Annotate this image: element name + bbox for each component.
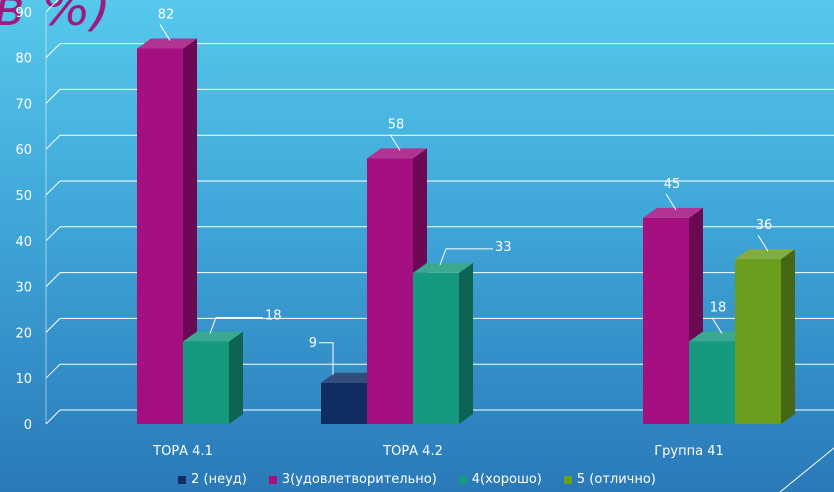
- y-tick-label: 30: [15, 281, 32, 296]
- legend-swatch: [459, 476, 467, 484]
- legend-item: 4(хорошо): [459, 472, 542, 487]
- y-tick-label: 40: [15, 235, 32, 250]
- y-tick-label: 50: [15, 189, 32, 204]
- legend-swatch: [269, 476, 277, 484]
- bar: [321, 383, 367, 424]
- bar: [137, 48, 183, 424]
- bar: [735, 259, 781, 424]
- y-tick-label: 20: [15, 326, 32, 341]
- data-label-leader: [210, 318, 263, 334]
- legend-swatch: [178, 476, 186, 484]
- gridline-depth: [46, 227, 60, 241]
- data-label-leader: [666, 194, 676, 210]
- data-label: 82: [158, 7, 175, 22]
- bar: [183, 342, 229, 424]
- x-category-label: ТОРА 4.2: [382, 444, 443, 459]
- y-tick-label: 10: [15, 372, 32, 387]
- bar: [689, 342, 735, 424]
- x-category-label: ТОРА 4.1: [152, 444, 213, 459]
- legend-item: 2 (неуд): [178, 472, 247, 487]
- legend-item: 5 (отлично): [564, 472, 656, 487]
- data-label: 18: [710, 301, 727, 316]
- data-label: 36: [756, 218, 773, 233]
- bar: [367, 158, 413, 424]
- data-label: 58: [388, 117, 405, 132]
- y-tick-label: 70: [15, 97, 32, 112]
- bar-side: [781, 249, 795, 424]
- gridline-depth: [46, 318, 60, 332]
- data-label: 45: [664, 177, 681, 192]
- legend-label: 2 (неуд): [191, 472, 247, 487]
- x-category-label: Группа 41: [654, 444, 724, 459]
- data-label: 33: [495, 240, 512, 255]
- gridline-depth: [46, 364, 60, 378]
- y-tick-label: 80: [15, 52, 32, 67]
- data-label-leader: [390, 134, 400, 150]
- gridline-depth: [46, 410, 60, 424]
- legend-label: 5 (отлично): [577, 472, 656, 487]
- gridline-depth: [46, 0, 60, 12]
- gridline-depth: [46, 181, 60, 195]
- legend-label: 4(хорошо): [472, 472, 542, 487]
- bar-side: [229, 332, 243, 424]
- data-label-leader: [319, 343, 333, 375]
- legend-swatch: [564, 476, 572, 484]
- bar-side: [459, 263, 473, 424]
- gridline-depth: [46, 273, 60, 287]
- gridline-depth: [46, 44, 60, 58]
- data-label: 9: [309, 336, 317, 351]
- y-tick-label: 0: [24, 418, 32, 433]
- data-label-leader: [440, 249, 493, 265]
- y-tick-label: 90: [15, 6, 32, 21]
- gridline-depth: [46, 89, 60, 103]
- data-label: 18: [265, 309, 282, 324]
- y-tick-label: 60: [15, 143, 32, 158]
- legend-item: 3(удовлетворительно): [269, 472, 437, 487]
- chart-legend: 2 (неуд) 3(удовлетворительно) 4(хорошо) 5 (…: [0, 472, 834, 487]
- data-label-leader: [160, 24, 170, 40]
- data-label-leader: [758, 235, 768, 251]
- data-label-leader: [712, 318, 722, 334]
- bar: [413, 273, 459, 424]
- legend-label: 3(удовлетворительно): [282, 472, 437, 487]
- gridline-depth: [46, 135, 60, 149]
- bar: [643, 218, 689, 424]
